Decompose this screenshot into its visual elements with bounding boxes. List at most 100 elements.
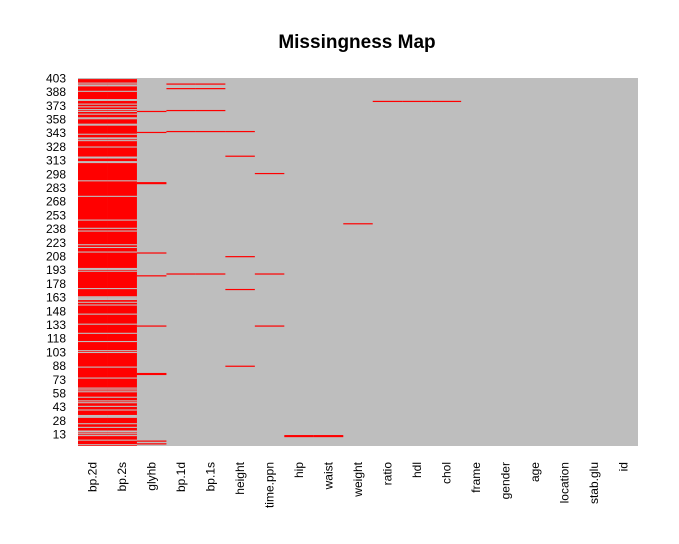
observed-cell [107,297,137,299]
observed-cell [107,244,137,246]
observed-cell [107,332,137,334]
observed-cell [78,298,108,301]
observed-cell [107,298,137,300]
y-tick-label: 148 [46,304,66,318]
observed-cell [107,366,137,368]
observed-cell [78,426,108,428]
x-tick-label-stab-glu: stab.glu [587,462,601,504]
y-tick-label: 73 [53,373,67,387]
observed-cell [78,230,108,232]
y-tick-label: 118 [47,332,66,346]
observed-cell [78,140,108,142]
y-tick-label: 358 [46,113,66,127]
observed-cell [107,270,137,272]
y-tick-label: 208 [46,250,66,264]
y-tick-label: 268 [46,195,66,209]
missing-cell-glyhb [136,275,167,277]
missing-block-bp-2s [107,78,137,446]
x-tick-label-bp-1d: bp.1d [174,462,188,492]
missing-cell-bp-1s [195,109,226,112]
observed-cell [107,423,137,425]
observed-cell [78,332,108,334]
y-tick-label: 253 [46,208,66,222]
observed-cell [107,323,137,325]
observed-cell [78,118,108,120]
y-tick-label: 193 [46,263,66,277]
observed-cell [78,377,108,379]
observed-cell [107,110,137,112]
observed-cell [78,268,108,270]
x-tick-label-weight: weight [351,461,365,497]
observed-cell [78,117,108,119]
y-tick-label: 238 [46,222,66,236]
plot-area [78,78,638,446]
observed-cell [78,180,108,182]
observed-cell [107,103,137,105]
x-tick-label-frame: frame [469,462,483,493]
observed-cell [78,103,108,105]
observed-cell [107,414,137,417]
observed-cell [78,161,108,163]
y-tick-label: 403 [46,71,66,85]
observed-cell [107,340,137,343]
missing-cell-bp-1d [166,109,196,112]
observed-cell [107,267,137,270]
observed-cell [78,288,108,290]
missing-cell-glyhb [136,252,167,254]
observed-cell [107,405,137,407]
observed-cell [107,409,137,411]
observed-cell [78,157,108,159]
missing-cell-bp-1s [195,88,226,90]
observed-cell [107,195,137,197]
observed-cell [107,227,137,229]
missing-cell-glyhb [136,182,167,184]
observed-cell [107,140,137,142]
observed-cell [78,133,108,135]
missing-cell-height [225,365,255,367]
observed-cell [78,391,108,393]
observed-cell [78,78,108,80]
observed-cell [78,85,108,87]
observed-cell [78,439,108,441]
observed-cell [78,409,108,411]
observed-cell [107,246,137,249]
observed-cell [107,109,137,111]
observed-cell [78,402,108,404]
observed-cell [78,106,108,108]
observed-cell [78,138,108,140]
observed-cell [78,246,108,249]
observed-cell [107,106,137,108]
observed-cell [78,113,108,115]
observed-cell [78,433,108,435]
observed-cell [78,227,108,229]
observed-cell [107,113,137,115]
missing-cell-time-ppn [254,273,285,275]
observed-cell [78,137,108,139]
y-tick-label: 343 [46,126,66,140]
observed-cell [107,377,137,379]
missing-cell-time-ppn [254,325,285,327]
observed-cell [107,123,137,125]
observed-cell [107,146,137,148]
observed-cell [107,90,137,92]
missing-cell-chol [431,100,462,103]
observed-cell [107,138,137,140]
y-tick-label: 283 [46,181,66,195]
observed-cell [107,84,137,86]
observed-cell [78,431,108,433]
observed-cell [78,444,108,446]
observed-cell [78,110,108,112]
observed-cell [78,400,108,402]
missing-cell-time-ppn [254,172,285,175]
x-tick-label-bp-2d: bp.2d [86,462,100,492]
y-tick-label: 223 [46,236,66,250]
observed-cell [107,78,137,80]
observed-cell [107,416,137,418]
observed-cell [107,162,137,164]
observed-cell [107,99,137,102]
observed-cell [107,400,137,402]
missing-cell-ratio [372,100,403,103]
missing-cell-bp-1d [166,83,196,85]
x-tick-label-gender: gender [498,462,512,499]
